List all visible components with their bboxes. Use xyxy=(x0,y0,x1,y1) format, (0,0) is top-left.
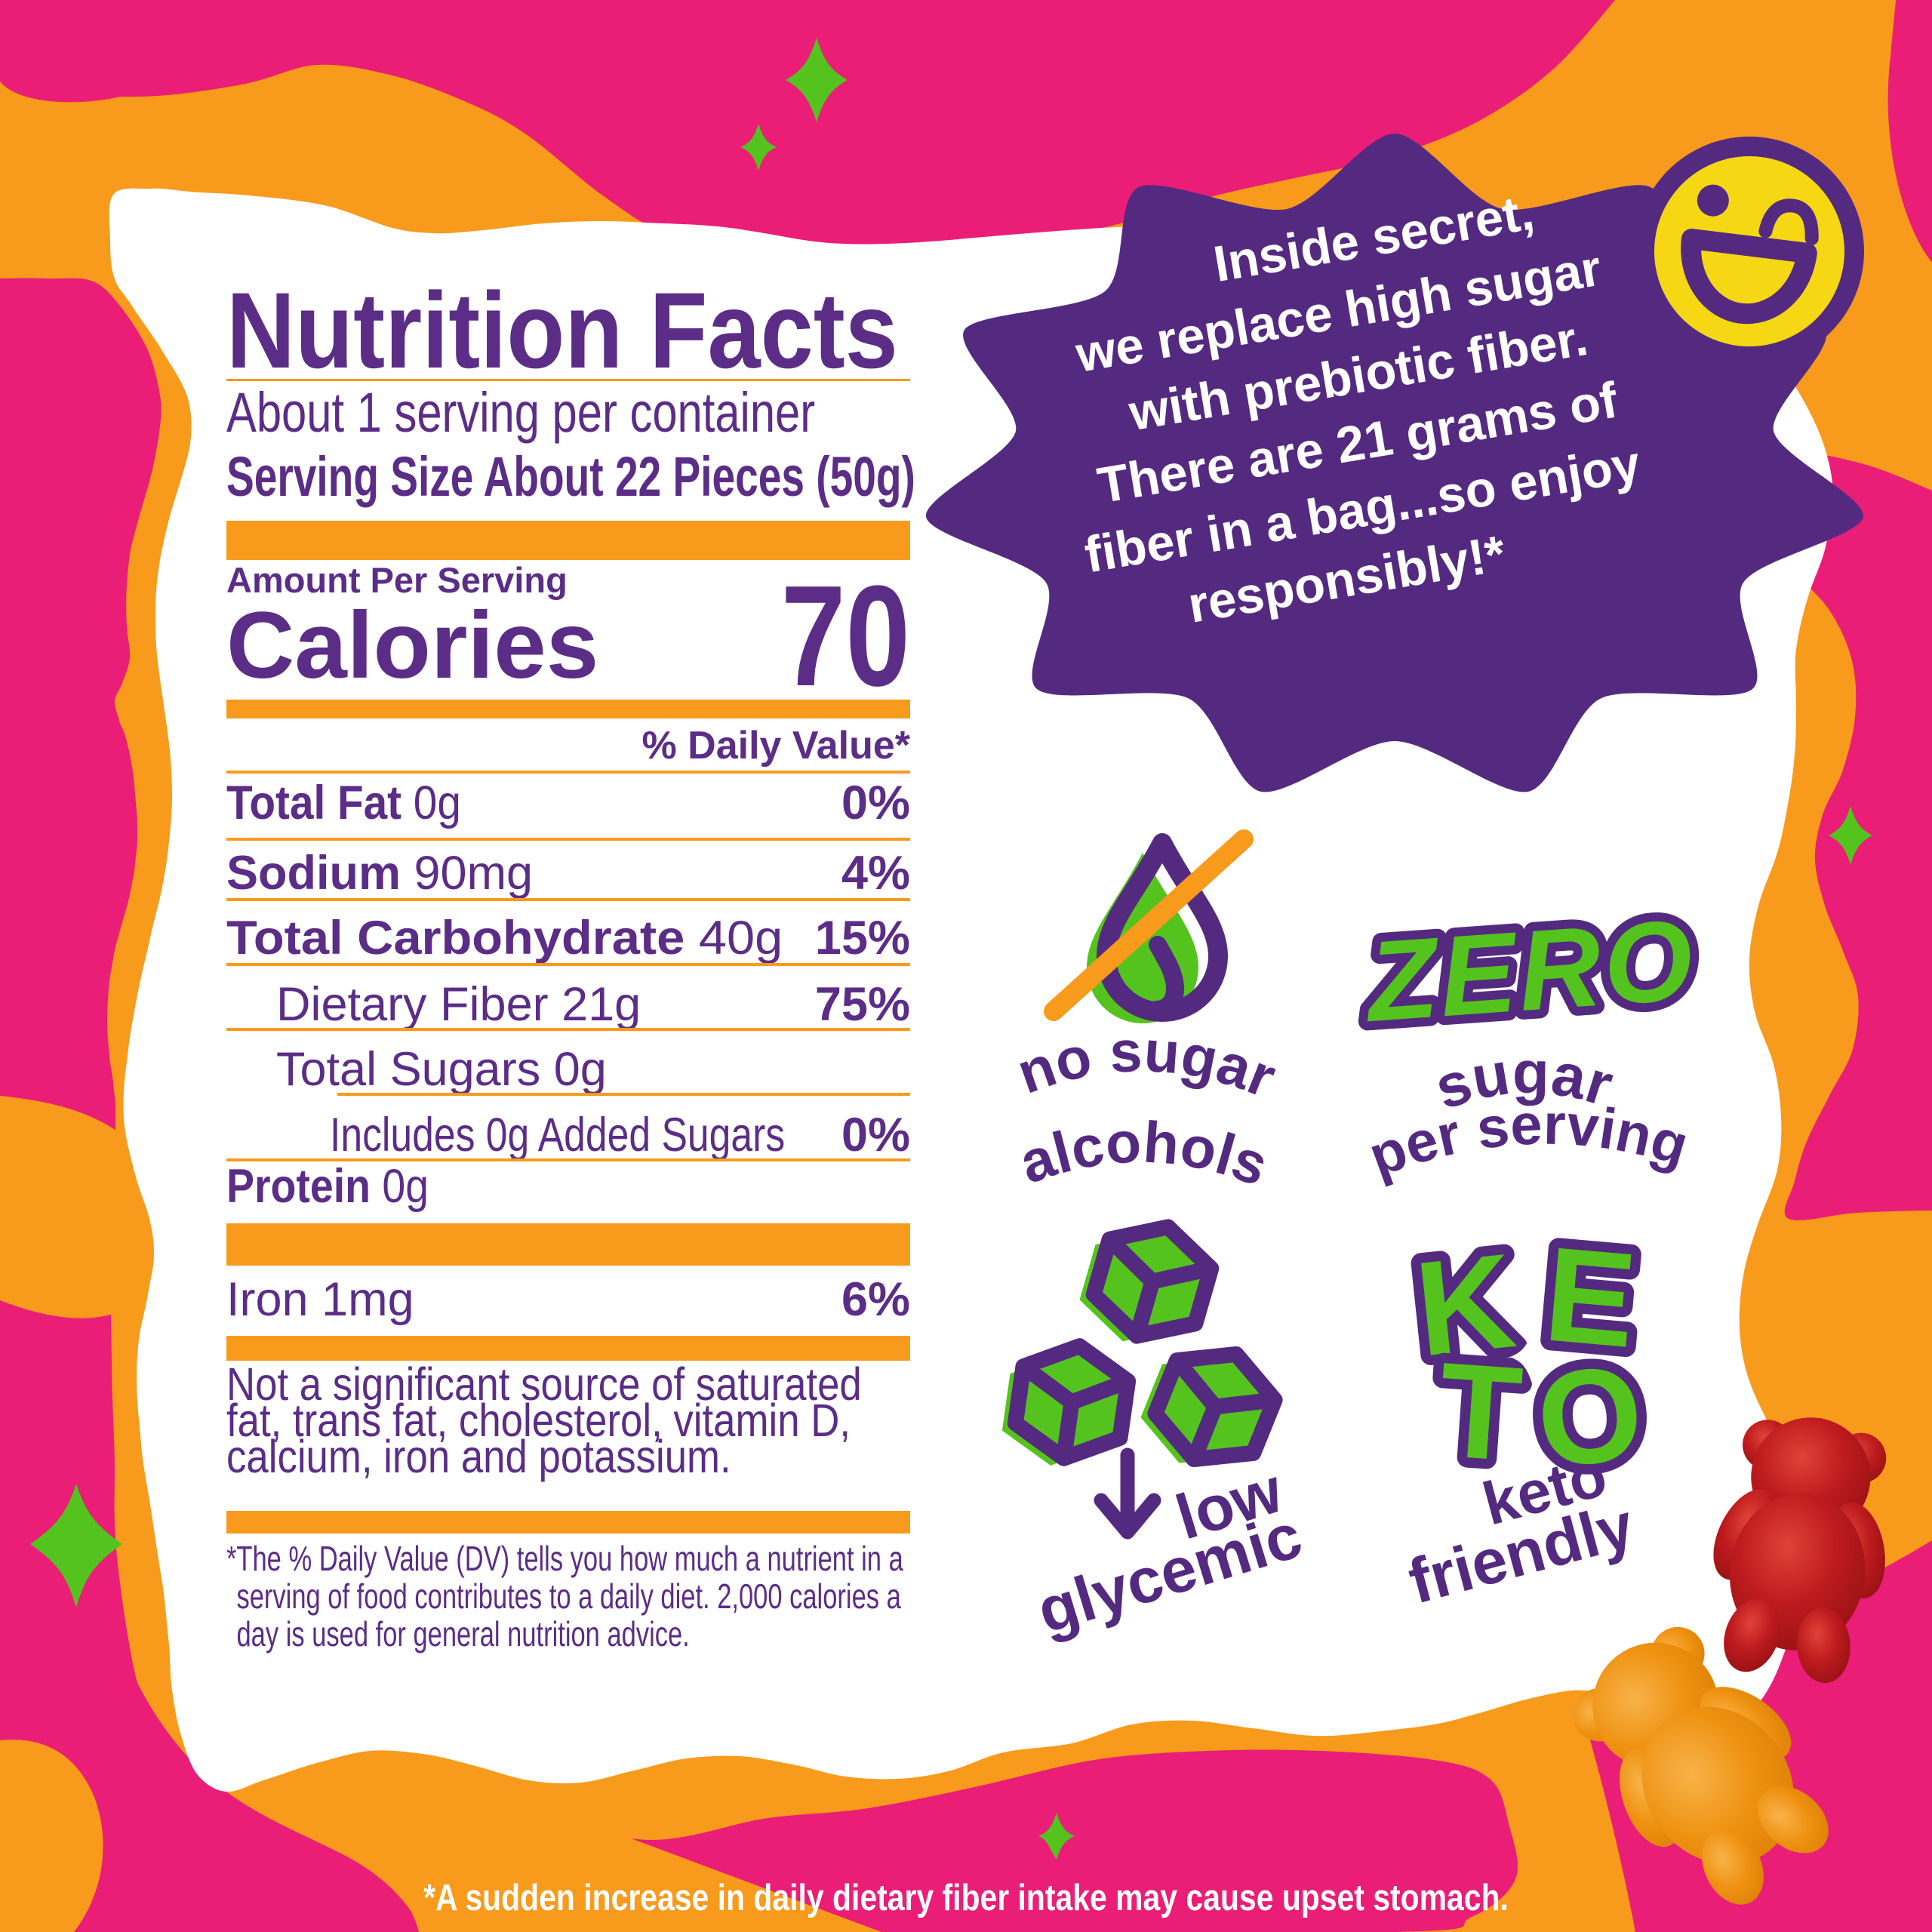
svg-text:ZERO: ZERO xyxy=(1360,895,1700,1045)
svg-text:K: K xyxy=(1409,1225,1521,1384)
svg-text:T: T xyxy=(1434,1334,1526,1490)
